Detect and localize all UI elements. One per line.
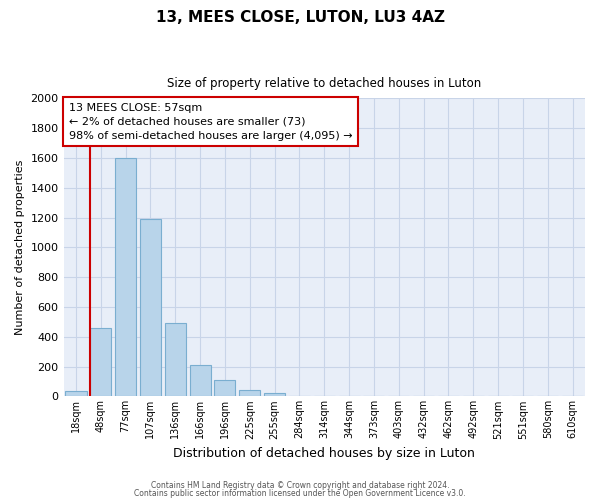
Bar	[90, 328, 112, 396]
Bar	[214, 380, 235, 396]
Text: 13 MEES CLOSE: 57sqm
← 2% of detached houses are smaller (73)
98% of semi-detach: 13 MEES CLOSE: 57sqm ← 2% of detached ho…	[69, 102, 352, 141]
Text: Contains HM Land Registry data © Crown copyright and database right 2024.: Contains HM Land Registry data © Crown c…	[151, 481, 449, 490]
Text: Contains public sector information licensed under the Open Government Licence v3: Contains public sector information licen…	[134, 488, 466, 498]
X-axis label: Distribution of detached houses by size in Luton: Distribution of detached houses by size …	[173, 447, 475, 460]
Bar	[165, 324, 186, 396]
Bar	[264, 394, 285, 396]
Bar	[239, 390, 260, 396]
Text: 13, MEES CLOSE, LUTON, LU3 4AZ: 13, MEES CLOSE, LUTON, LU3 4AZ	[155, 10, 445, 25]
Bar	[65, 391, 86, 396]
Bar	[190, 365, 211, 396]
Bar	[115, 158, 136, 396]
Title: Size of property relative to detached houses in Luton: Size of property relative to detached ho…	[167, 76, 481, 90]
Bar	[140, 219, 161, 396]
Y-axis label: Number of detached properties: Number of detached properties	[15, 160, 25, 335]
